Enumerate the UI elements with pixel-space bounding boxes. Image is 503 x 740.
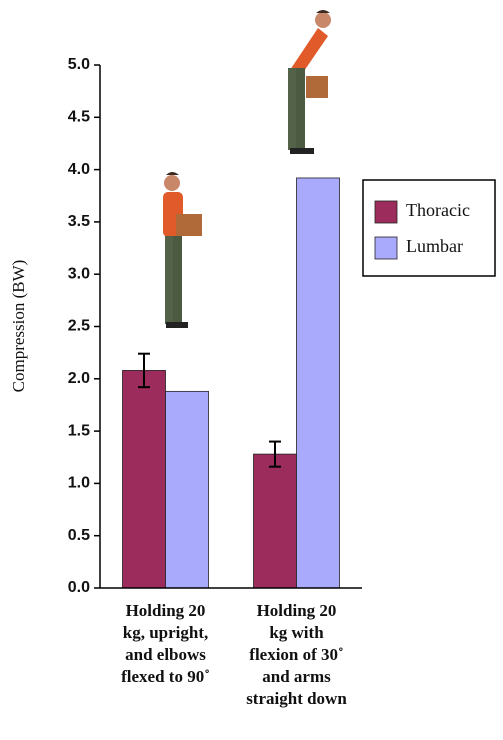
bar (254, 454, 297, 588)
y-tick-label: 0.0 (68, 579, 90, 596)
x-tick-label: Holding 20 kg, upright, and elbows flexe… (101, 600, 231, 688)
y-tick-label: 4.0 (68, 161, 90, 178)
y-tick-label: 3.0 (68, 265, 90, 282)
figure-upright (163, 172, 202, 328)
bar (166, 391, 209, 588)
y-tick-label: 4.5 (68, 109, 90, 126)
bar (123, 370, 166, 588)
bar (297, 178, 340, 588)
legend-swatch (375, 201, 397, 223)
y-tick-label: 1.5 (68, 422, 90, 439)
y-tick-label: 1.0 (68, 475, 90, 492)
legend-box (363, 180, 495, 276)
y-axis-label: Compression (BW) (9, 260, 28, 393)
page: {"chart_data": {"type": "bar", "y_label"… (0, 0, 503, 740)
y-tick-label: 2.5 (68, 318, 90, 335)
x-tick-label: Holding 20 kg with flexion of 30˚ and ar… (232, 600, 362, 710)
figure-flexed (288, 10, 331, 154)
y-tick-label: 0.5 (68, 527, 90, 544)
legend-label: Lumbar (406, 236, 463, 256)
y-tick-label: 3.5 (68, 213, 90, 230)
legend-swatch (375, 237, 397, 259)
y-tick-label: 2.0 (68, 370, 90, 387)
legend-label: Thoracic (406, 200, 470, 220)
y-tick-label: 5.0 (68, 56, 90, 73)
